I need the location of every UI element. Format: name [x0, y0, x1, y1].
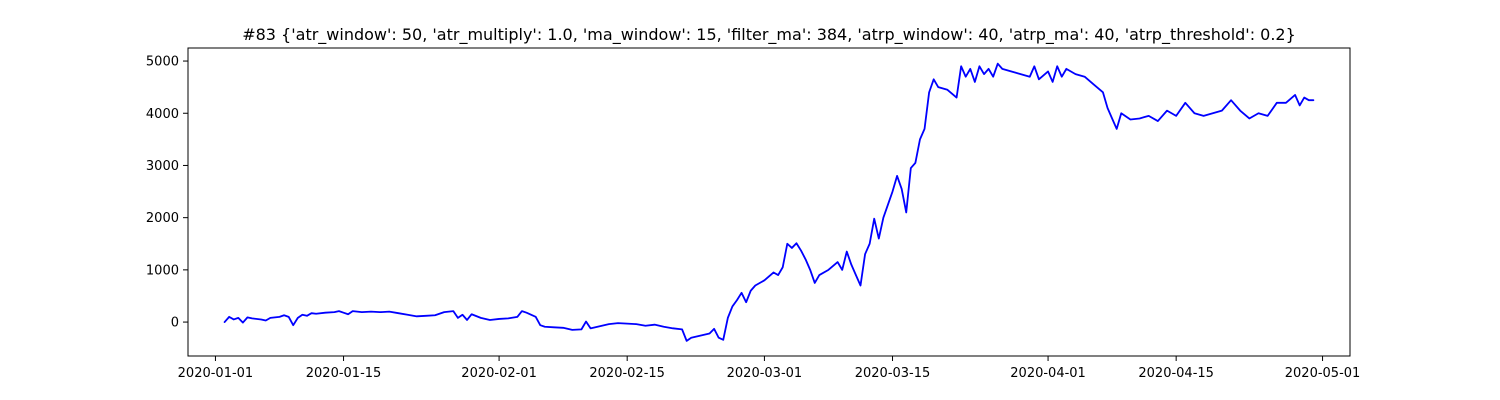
y-tick-label: 0: [171, 316, 179, 331]
x-tick-label: 2020-01-15: [306, 366, 382, 381]
x-tick-label: 2020-04-01: [1010, 366, 1086, 381]
x-tick-label: 2020-04-15: [1138, 366, 1214, 381]
y-tick-label: 3000: [146, 159, 179, 174]
chart-title: #83 {'atr_window': 50, 'atr_multiply': 1…: [242, 25, 1296, 45]
x-tick-label: 2020-02-01: [461, 366, 537, 381]
y-tick-label: 4000: [146, 107, 179, 122]
y-tick-label: 1000: [146, 263, 179, 278]
x-tick-label: 2020-03-01: [727, 366, 803, 381]
y-tick-label: 2000: [146, 211, 179, 226]
plot-area: [223, 62, 1315, 342]
x-tick-label: 2020-05-01: [1285, 366, 1361, 381]
x-tick-label: 2020-03-15: [855, 366, 931, 381]
y-tick-label: 5000: [146, 55, 179, 70]
x-tick-label: 2020-01-01: [178, 366, 254, 381]
y-axis: 0 1000 2000 3000 4000 5000: [146, 55, 188, 331]
series-line-0: [223, 62, 1315, 342]
x-axis: 2020-01-01 2020-01-15 2020-02-01 2020-02-15…: [178, 356, 1361, 381]
axes-frame: [187, 47, 1351, 357]
x-tick-label: 2020-02-15: [589, 366, 665, 381]
